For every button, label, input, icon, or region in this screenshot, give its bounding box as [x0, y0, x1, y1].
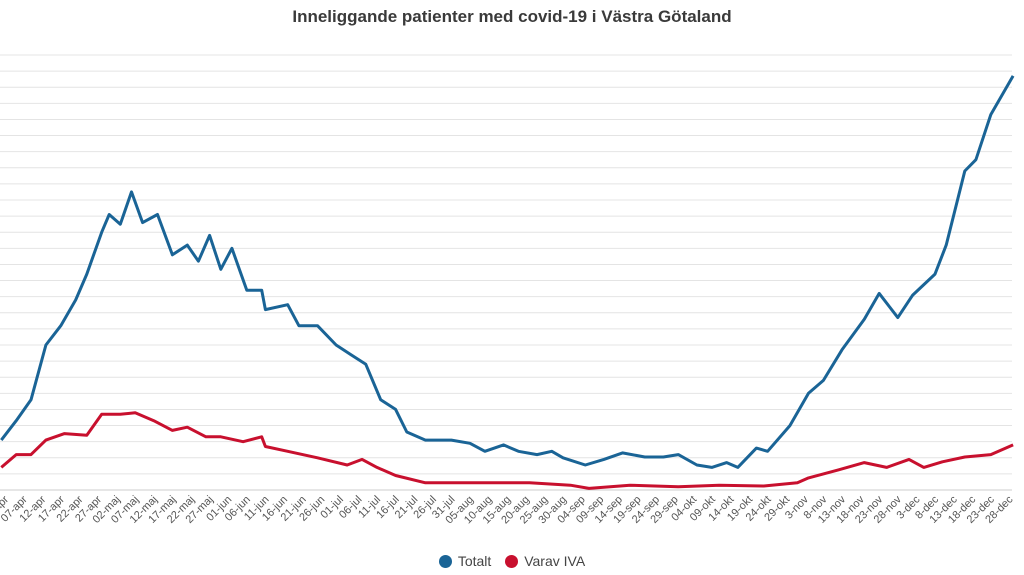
- legend-item-varav-iva[interactable]: Varav IVA: [505, 553, 585, 569]
- legend-marker-totalt: [438, 554, 452, 568]
- series-line-varav-iva: [0, 411, 1014, 490]
- legend-label-varav-iva: Varav IVA: [524, 553, 586, 569]
- legend: Totalt Varav IVA: [0, 553, 1024, 571]
- legend-item-totalt[interactable]: Totalt: [438, 553, 492, 569]
- legend-marker-varav-iva: [505, 554, 519, 568]
- legend-label-totalt: Totalt: [457, 553, 492, 569]
- series-line-totalt: [0, 75, 1015, 469]
- chart-title: Inneliggande patienter med covid-19 i Vä…: [292, 7, 732, 26]
